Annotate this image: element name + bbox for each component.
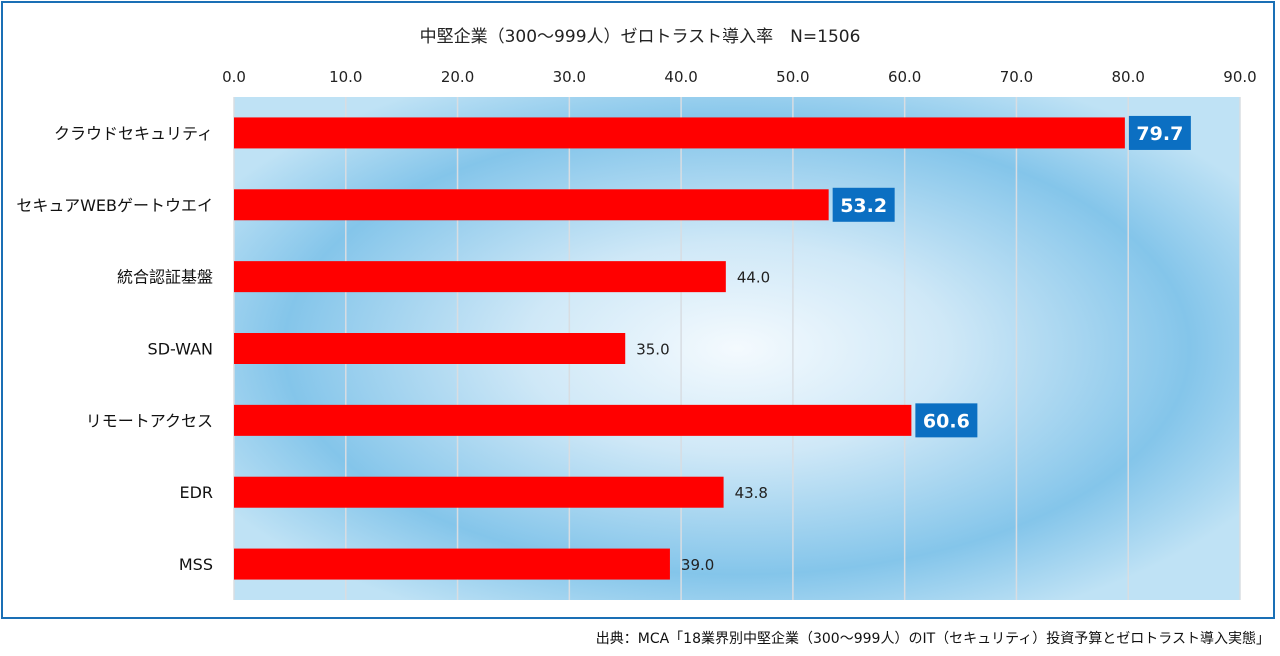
x-tick-label: 60.0: [888, 68, 921, 86]
category-label: MSS: [179, 555, 213, 574]
bar: [234, 117, 1125, 149]
value-label: 35.0: [636, 341, 669, 359]
category-label: クラウドセキュリティ: [54, 124, 213, 143]
bar: [234, 261, 726, 293]
category-label: SD-WAN: [148, 340, 213, 359]
bar: [234, 333, 626, 364]
category-label: リモートアクセス: [86, 411, 213, 430]
x-tick-label: 10.0: [329, 68, 362, 86]
value-label-box: [1128, 115, 1191, 150]
chart-title: 中堅企業（300～999人）ゼロトラスト導入率 N=1506: [420, 27, 861, 47]
category-label: セキュアWEBゲートウエイ: [16, 196, 213, 215]
x-tick-label: 40.0: [664, 68, 697, 86]
value-label: 43.8: [735, 484, 768, 502]
value-label: 60.6: [923, 410, 970, 432]
x-axis-ticks: 0.0 10.0 20.0 30.0 40.0 50.0 60.0 70.0 80.0 90.0: [222, 68, 1257, 86]
value-label-box: [915, 403, 978, 438]
value-label-box: [832, 187, 895, 222]
x-tick-label: 90.0: [1223, 68, 1256, 86]
x-tick-label: 50.0: [776, 68, 809, 86]
value-label: 44.0: [737, 269, 770, 287]
x-tick-label: 20.0: [441, 68, 474, 86]
x-tick-label: 70.0: [1000, 68, 1033, 86]
category-label: EDR: [179, 483, 213, 502]
bar-chart: 中堅企業（300～999人）ゼロトラスト導入率 N=1506 0.0 10.0 20…: [16, 27, 1257, 600]
source-note: 出典：MCA「18業界別中堅企業（300～999人）のIT（セキュリティ）投資予…: [595, 631, 1270, 647]
bar: [234, 548, 670, 580]
value-label: 53.2: [840, 195, 887, 217]
bar: [234, 189, 829, 221]
x-tick-label: 80.0: [1112, 68, 1145, 86]
value-label: 39.0: [681, 556, 714, 574]
x-tick-label: 0.0: [222, 68, 246, 86]
bars: クラウドセキュリティ 79.7 セキュアWEBゲートウエイ 53.2 統合認証基盤 44.…: [16, 115, 1191, 580]
bar: [234, 476, 724, 508]
value-label: 79.7: [1136, 123, 1183, 145]
bar: [234, 404, 912, 436]
x-tick-label: 30.0: [553, 68, 586, 86]
category-label: 統合認証基盤: [117, 268, 213, 287]
